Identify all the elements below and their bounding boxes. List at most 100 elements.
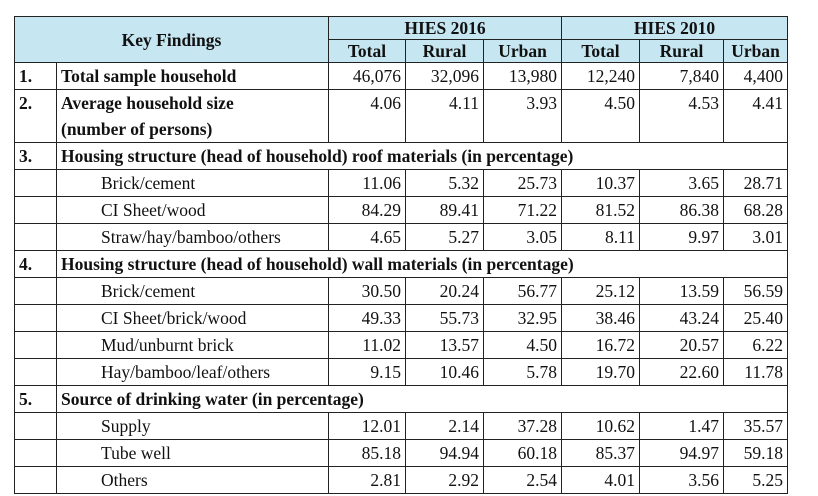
value-cell: 60.18 <box>483 439 562 467</box>
table-row: Others 2.81 2.92 2.54 4.01 3.56 5.25 <box>14 466 788 494</box>
value-cell: 3.05 <box>483 223 562 251</box>
value-cell: 30.50 <box>328 277 406 305</box>
value-cell: 5.25 <box>723 466 788 494</box>
table-row: Straw/hay/bamboo/others 4.65 5.27 3.05 8… <box>14 223 788 251</box>
value-cell: 11.06 <box>328 169 406 197</box>
value-cell: 9.97 <box>639 223 724 251</box>
hies-2010-header: HIES 2010 <box>561 16 788 40</box>
value-cell: 12,240 <box>561 62 640 90</box>
value-cell: 16.72 <box>561 331 640 359</box>
value-cell: 25.73 <box>483 169 562 197</box>
blank-cell <box>14 412 57 440</box>
row-number: 2. <box>14 89 57 143</box>
section-title: Source of drinking water (in percentage) <box>56 385 788 413</box>
col-header-2016-total: Total <box>328 39 406 63</box>
key-findings-table: Key Findings HIES 2016 HIES 2010 Total R… <box>14 16 788 494</box>
blank-cell <box>14 304 57 332</box>
value-cell: 81.52 <box>561 196 640 224</box>
col-header-2010-rural: Rural <box>639 39 724 63</box>
section-number: 4. <box>14 250 57 278</box>
value-cell: 22.60 <box>639 358 724 386</box>
value-cell: 10.62 <box>561 412 640 440</box>
value-cell: 25.40 <box>723 304 788 332</box>
table-row: Brick/cement 11.06 5.32 25.73 10.37 3.65… <box>14 169 788 197</box>
value-cell: 55.73 <box>405 304 484 332</box>
value-cell: 13.57 <box>405 331 484 359</box>
section-header-row: 5. Source of drinking water (in percenta… <box>14 385 788 413</box>
col-header-2010-total: Total <box>561 39 640 63</box>
key-findings-header: Key Findings <box>14 16 329 63</box>
value-cell: 2.14 <box>405 412 484 440</box>
hies-2016-header: HIES 2016 <box>328 16 562 40</box>
value-cell: 4.65 <box>328 223 406 251</box>
value-cell: 28.71 <box>723 169 788 197</box>
row-label: Mud/unburnt brick <box>56 331 329 359</box>
value-cell: 35.57 <box>723 412 788 440</box>
row-number: 1. <box>14 62 57 90</box>
value-cell: 5.32 <box>405 169 484 197</box>
value-cell: 85.18 <box>328 439 406 467</box>
value-cell: 4.06 <box>328 89 406 143</box>
row-label: Supply <box>56 412 329 440</box>
value-cell: 6.22 <box>723 331 788 359</box>
section-number: 5. <box>14 385 57 413</box>
section-header-row: 4. Housing structure (head of household)… <box>14 250 788 278</box>
table-row: Supply 12.01 2.14 37.28 10.62 1.47 35.57 <box>14 412 788 440</box>
value-cell: 68.28 <box>723 196 788 224</box>
value-cell: 38.46 <box>561 304 640 332</box>
table-row: CI Sheet/wood 84.29 89.41 71.22 81.52 86… <box>14 196 788 224</box>
value-cell: 8.11 <box>561 223 640 251</box>
value-cell: 85.37 <box>561 439 640 467</box>
row-label: Straw/hay/bamboo/others <box>56 223 329 251</box>
value-cell: 5.27 <box>405 223 484 251</box>
section-number: 3. <box>14 142 57 170</box>
value-cell: 9.15 <box>328 358 406 386</box>
value-cell: 94.94 <box>405 439 484 467</box>
value-cell: 13,980 <box>483 62 562 90</box>
value-cell: 11.02 <box>328 331 406 359</box>
value-cell: 4.53 <box>639 89 724 143</box>
value-cell: 5.78 <box>483 358 562 386</box>
blank-cell <box>14 277 57 305</box>
row-label: Others <box>56 466 329 494</box>
value-cell: 56.59 <box>723 277 788 305</box>
value-cell: 84.29 <box>328 196 406 224</box>
value-cell: 59.18 <box>723 439 788 467</box>
value-cell: 25.12 <box>561 277 640 305</box>
table-row: Mud/unburnt brick 11.02 13.57 4.50 16.72… <box>14 331 788 359</box>
row-label-line1: Average household size <box>61 93 234 113</box>
value-cell: 11.78 <box>723 358 788 386</box>
value-cell: 4.01 <box>561 466 640 494</box>
value-cell: 71.22 <box>483 196 562 224</box>
value-cell: 13.59 <box>639 277 724 305</box>
row-label-line2: (number of persons) <box>61 119 213 139</box>
row-label: Average household size (number of person… <box>56 89 329 143</box>
row-label: Total sample household <box>56 62 329 90</box>
blank-cell <box>14 439 57 467</box>
value-cell: 4.50 <box>561 89 640 143</box>
row-label: Hay/bamboo/leaf/others <box>56 358 329 386</box>
row-label: Tube well <box>56 439 329 467</box>
value-cell: 10.46 <box>405 358 484 386</box>
row-label: CI Sheet/wood <box>56 196 329 224</box>
value-cell: 4,400 <box>723 62 788 90</box>
value-cell: 12.01 <box>328 412 406 440</box>
value-cell: 10.37 <box>561 169 640 197</box>
value-cell: 43.24 <box>639 304 724 332</box>
value-cell: 19.70 <box>561 358 640 386</box>
blank-cell <box>14 331 57 359</box>
section-title: Housing structure (head of household) ro… <box>56 142 788 170</box>
table-row: 2. Average household size (number of per… <box>14 89 788 143</box>
blank-cell <box>14 466 57 494</box>
value-cell: 4.11 <box>405 89 484 143</box>
table-row: Hay/bamboo/leaf/others 9.15 10.46 5.78 1… <box>14 358 788 386</box>
value-cell: 2.92 <box>405 466 484 494</box>
value-cell: 3.93 <box>483 89 562 143</box>
row-label: CI Sheet/brick/wood <box>56 304 329 332</box>
value-cell: 20.57 <box>639 331 724 359</box>
col-header-2016-urban: Urban <box>483 39 562 63</box>
table-row: 1. Total sample household 46,076 32,096 … <box>14 62 788 90</box>
value-cell: 2.54 <box>483 466 562 494</box>
section-title: Housing structure (head of household) wa… <box>56 250 788 278</box>
value-cell: 32,096 <box>405 62 484 90</box>
